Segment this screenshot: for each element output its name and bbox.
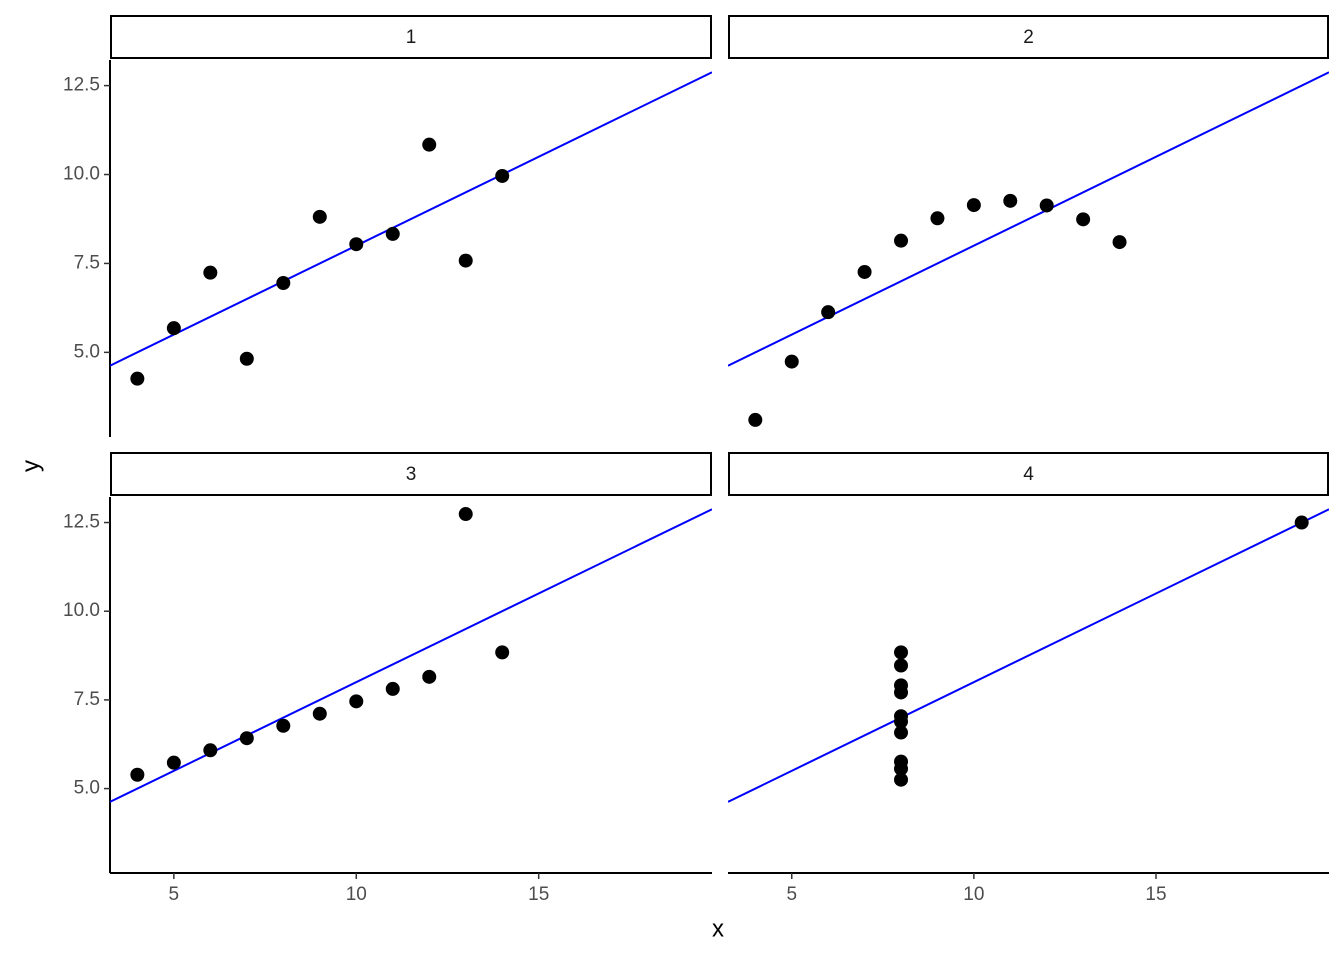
y-tick-label: 7.5: [74, 252, 100, 273]
facet-title: 3: [406, 464, 417, 485]
x-tick-label: 10: [346, 884, 367, 905]
point: [422, 137, 437, 152]
fit-line: [728, 508, 1329, 803]
point: [458, 253, 473, 268]
point: [166, 321, 181, 336]
point: [1003, 193, 1018, 208]
point: [495, 168, 510, 183]
point: [203, 743, 218, 758]
point: [894, 725, 909, 740]
point: [130, 767, 145, 782]
fit-line: [110, 508, 712, 803]
point: [894, 772, 909, 787]
point: [349, 694, 364, 709]
point: [1294, 515, 1309, 530]
point: [1112, 235, 1127, 250]
point: [385, 681, 400, 696]
point: [458, 507, 473, 522]
facet-strip: [110, 15, 712, 59]
point: [894, 714, 909, 729]
point: [894, 658, 909, 673]
y-tick-label: 10.0: [63, 600, 100, 621]
y-tick-label: 12.5: [63, 75, 100, 96]
y-tick-label: 12.5: [63, 512, 100, 533]
point: [894, 761, 909, 776]
point: [349, 237, 364, 252]
facet-title: 4: [1023, 464, 1034, 485]
point: [821, 305, 836, 320]
x-tick-label: 10: [963, 884, 984, 905]
point: [748, 412, 763, 427]
point: [1076, 212, 1091, 227]
point: [276, 275, 291, 290]
y-axis-title: y: [17, 460, 44, 472]
point: [203, 265, 218, 280]
y-tick-label: 10.0: [63, 164, 100, 185]
point: [894, 645, 909, 660]
point: [422, 669, 437, 684]
x-axis-title: x: [712, 915, 724, 942]
point: [239, 731, 254, 746]
y-tick-label: 5.0: [74, 778, 100, 799]
x-tick-label: 15: [1145, 884, 1166, 905]
facet-title: 1: [406, 27, 417, 48]
facet-strip: [110, 452, 712, 496]
x-tick-label: 5: [786, 884, 797, 905]
y-tick-label: 5.0: [74, 341, 100, 362]
y-tick-label: 7.5: [74, 689, 100, 710]
fit-line: [110, 71, 712, 367]
fit-line: [728, 71, 1329, 367]
point: [312, 209, 327, 224]
point: [857, 264, 872, 279]
point: [166, 755, 181, 770]
point: [894, 233, 909, 248]
point: [239, 351, 254, 366]
point: [130, 371, 145, 386]
point: [894, 678, 909, 693]
point: [276, 718, 291, 733]
point: [930, 211, 945, 226]
point: [1039, 198, 1054, 213]
facet-strip: [728, 452, 1329, 496]
facet-strip: [728, 15, 1329, 59]
point: [495, 645, 510, 660]
x-tick-label: 15: [528, 884, 549, 905]
facet-title: 2: [1023, 27, 1034, 48]
point: [966, 198, 981, 213]
point: [784, 354, 799, 369]
point: [312, 706, 327, 721]
x-tick-label: 5: [169, 884, 180, 905]
point: [385, 226, 400, 241]
